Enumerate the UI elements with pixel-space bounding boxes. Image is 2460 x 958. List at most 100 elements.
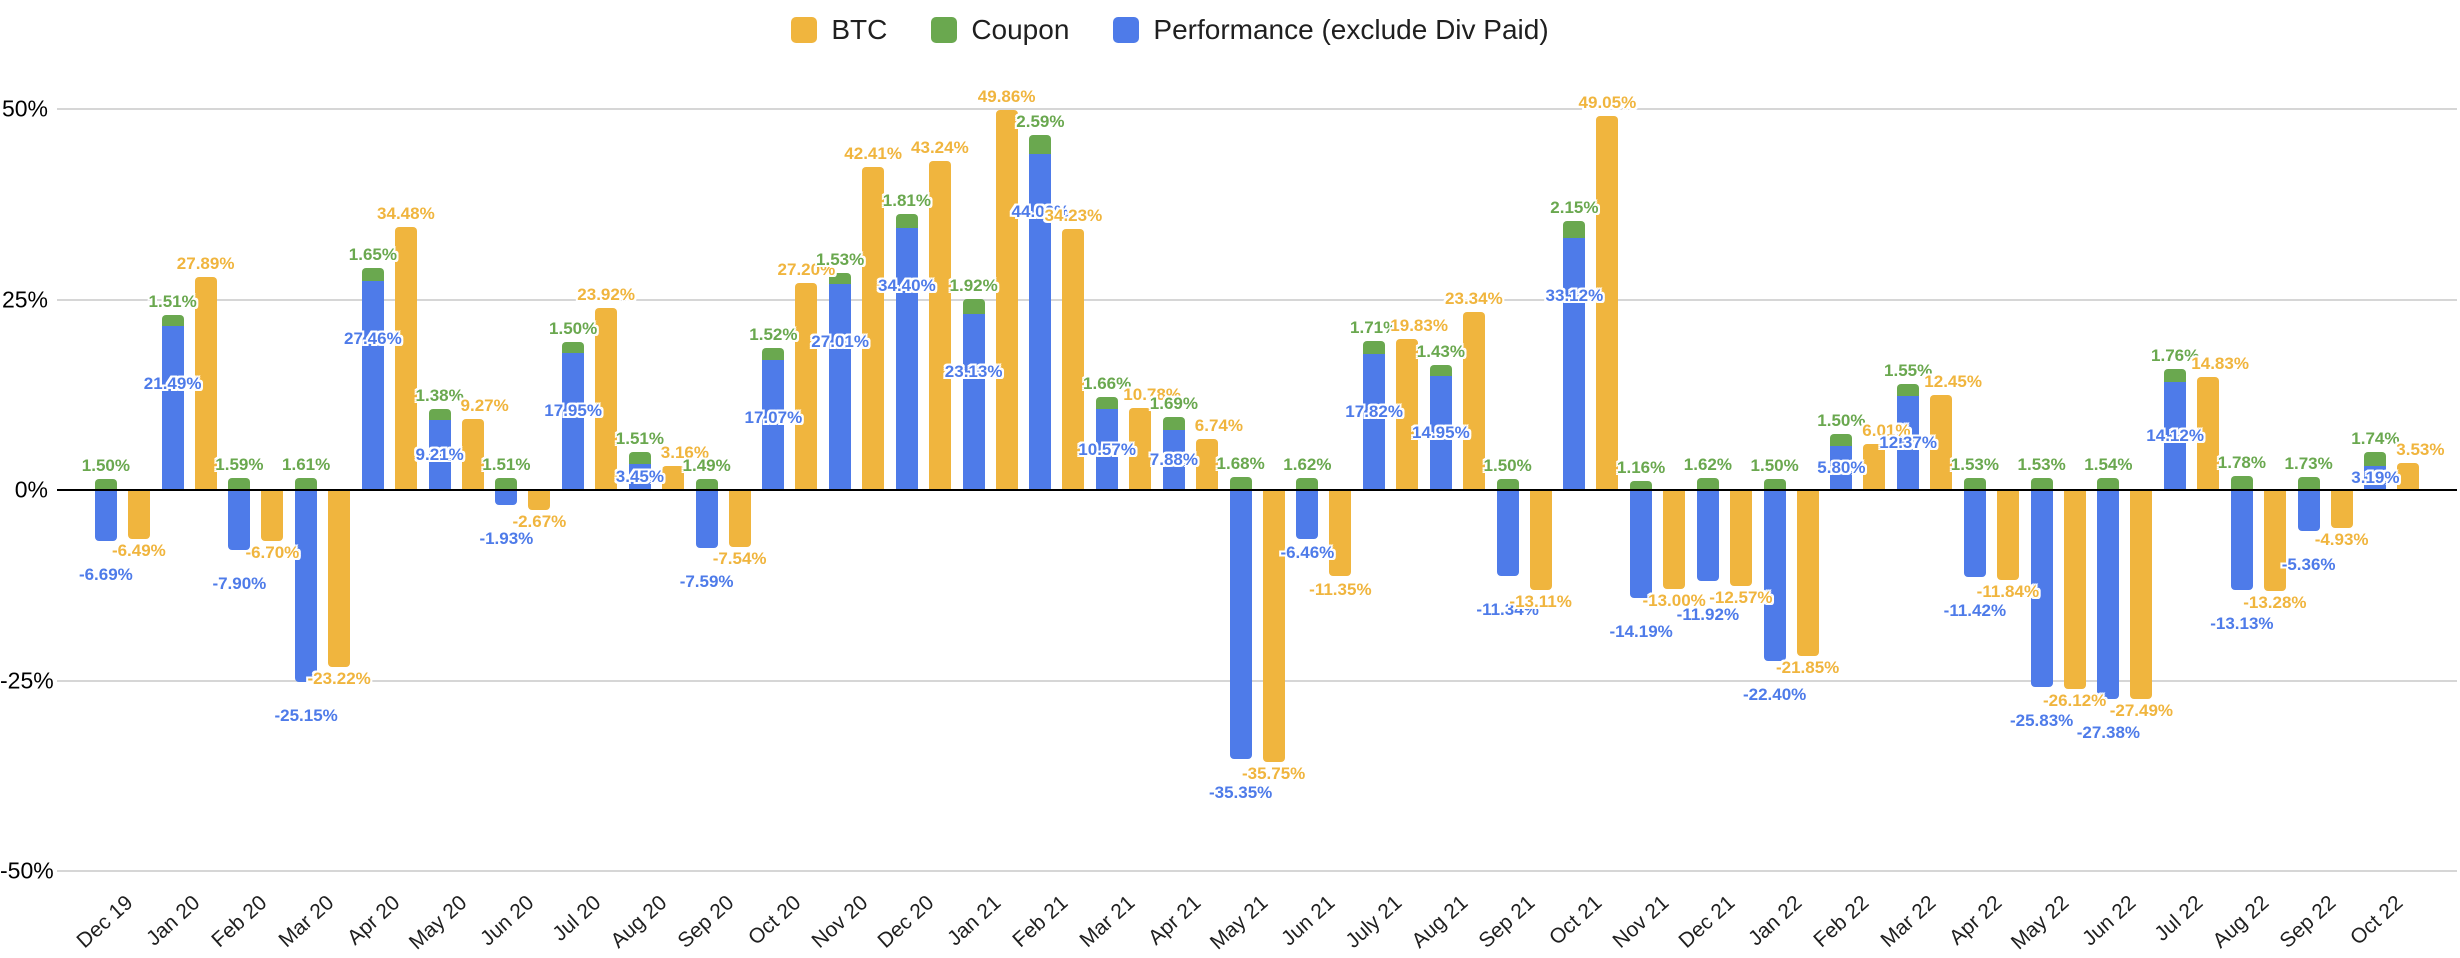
bar-performance-mar-20[interactable] — [295, 490, 318, 682]
bar-btc-dec-21[interactable] — [1729, 490, 1752, 586]
bar-coupon-feb-20[interactable] — [228, 477, 251, 490]
bar-performance-sep-21[interactable] — [1496, 490, 1519, 577]
bar-coupon-dec-20[interactable] — [895, 214, 918, 228]
bar-performance-dec-20[interactable] — [895, 227, 918, 490]
bar-coupon-mar-20[interactable] — [295, 477, 318, 490]
bar-performance-jul-22[interactable] — [2164, 382, 2187, 490]
bar-coupon-apr-21[interactable] — [1162, 417, 1185, 430]
bar-performance-nov-20[interactable] — [829, 284, 852, 490]
bar-coupon-aug-21[interactable] — [1429, 365, 1452, 377]
bar-btc-jan-21[interactable] — [995, 110, 1018, 490]
bar-performance-feb-22[interactable] — [1830, 445, 1853, 490]
bar-coupon-apr-20[interactable] — [361, 268, 384, 281]
bar-btc-sep-21[interactable] — [1529, 490, 1552, 590]
bar-coupon-sep-22[interactable] — [2297, 476, 2320, 490]
bar-performance-oct-21[interactable] — [1563, 237, 1586, 490]
legend-item-btc[interactable]: BTC — [791, 14, 887, 46]
bar-btc-oct-22[interactable] — [2397, 463, 2420, 490]
bar-performance-apr-22[interactable] — [1963, 490, 1986, 578]
bar-btc-aug-21[interactable] — [1462, 312, 1485, 490]
bar-performance-mar-21[interactable] — [1096, 409, 1119, 490]
legend-item-coupon[interactable]: Coupon — [931, 14, 1069, 46]
bar-btc-jun-22[interactable] — [2130, 490, 2153, 700]
bar-performance-oct-20[interactable] — [762, 359, 785, 490]
bar-performance-nov-21[interactable] — [1630, 490, 1653, 599]
bar-coupon-nov-21[interactable] — [1630, 481, 1653, 490]
bar-coupon-feb-21[interactable] — [1029, 134, 1052, 155]
bar-coupon-may-22[interactable] — [2030, 478, 2053, 490]
bar-performance-feb-21[interactable] — [1029, 154, 1052, 490]
bar-coupon-oct-21[interactable] — [1563, 221, 1586, 238]
bar-coupon-mar-22[interactable] — [1897, 383, 1920, 396]
bar-performance-aug-21[interactable] — [1429, 376, 1452, 490]
bar-coupon-may-21[interactable] — [1229, 477, 1252, 490]
bar-btc-jul-22[interactable] — [2197, 376, 2220, 490]
bar-btc-dec-19[interactable] — [127, 490, 150, 540]
bar-coupon-feb-22[interactable] — [1830, 434, 1853, 446]
bar-performance-jun-21[interactable] — [1296, 490, 1319, 540]
bar-btc-apr-22[interactable] — [1996, 490, 2019, 581]
bar-coupon-jun-21[interactable] — [1296, 477, 1319, 490]
bar-btc-mar-22[interactable] — [1930, 395, 1953, 490]
bar-btc-jul-20[interactable] — [595, 307, 618, 490]
bar-btc-jan-20[interactable] — [194, 277, 217, 490]
bar-btc-mar-21[interactable] — [1129, 407, 1152, 490]
bar-coupon-jun-22[interactable] — [2097, 478, 2120, 490]
bar-performance-apr-20[interactable] — [361, 280, 384, 490]
bar-btc-nov-20[interactable] — [862, 166, 885, 490]
bar-btc-may-22[interactable] — [2063, 490, 2086, 690]
bar-btc-july-21[interactable] — [1396, 338, 1419, 490]
bar-performance-jun-20[interactable] — [495, 490, 518, 505]
bar-performance-jan-21[interactable] — [962, 313, 985, 490]
bar-btc-may-21[interactable] — [1262, 490, 1285, 763]
bar-performance-may-20[interactable] — [428, 419, 451, 490]
bar-performance-oct-22[interactable] — [2364, 465, 2387, 490]
bar-coupon-jan-21[interactable] — [962, 299, 985, 314]
bar-btc-apr-20[interactable] — [394, 227, 417, 490]
bar-coupon-aug-22[interactable] — [2230, 476, 2253, 490]
bar-btc-apr-21[interactable] — [1195, 438, 1218, 490]
bar-coupon-apr-22[interactable] — [1963, 478, 1986, 490]
bar-performance-mar-22[interactable] — [1897, 395, 1920, 490]
bar-btc-feb-21[interactable] — [1062, 229, 1085, 490]
bar-performance-sep-22[interactable] — [2297, 490, 2320, 531]
legend-item-performance[interactable]: Performance (exclude Div Paid) — [1113, 14, 1549, 46]
bar-performance-may-22[interactable] — [2030, 490, 2053, 687]
bar-btc-may-20[interactable] — [461, 419, 484, 490]
bar-btc-sep-22[interactable] — [2330, 490, 2353, 528]
bar-btc-dec-20[interactable] — [928, 160, 951, 490]
bar-performance-july-21[interactable] — [1363, 354, 1386, 490]
bar-performance-jul-20[interactable] — [562, 353, 585, 490]
bar-coupon-jan-20[interactable] — [161, 314, 184, 327]
bar-performance-feb-20[interactable] — [228, 490, 251, 551]
bar-performance-may-21[interactable] — [1229, 490, 1252, 760]
bar-performance-jan-22[interactable] — [1763, 490, 1786, 661]
bar-btc-oct-21[interactable] — [1596, 116, 1619, 490]
bar-coupon-jan-22[interactable] — [1763, 478, 1786, 490]
bar-btc-aug-22[interactable] — [2263, 490, 2286, 592]
bar-coupon-nov-20[interactable] — [829, 272, 852, 285]
bar-performance-jan-20[interactable] — [161, 326, 184, 490]
bar-coupon-sep-20[interactable] — [695, 478, 718, 490]
bar-coupon-mar-21[interactable] — [1096, 396, 1119, 410]
bar-btc-feb-22[interactable] — [1863, 444, 1886, 490]
bar-coupon-aug-20[interactable] — [628, 452, 651, 464]
bar-coupon-dec-19[interactable] — [94, 478, 117, 490]
bar-coupon-may-20[interactable] — [428, 409, 451, 420]
bar-performance-dec-21[interactable] — [1696, 490, 1719, 581]
bar-btc-mar-20[interactable] — [328, 490, 351, 667]
bar-coupon-july-21[interactable] — [1363, 341, 1386, 355]
bar-performance-dec-19[interactable] — [94, 490, 117, 541]
bar-btc-feb-20[interactable] — [261, 490, 284, 542]
bar-performance-apr-21[interactable] — [1162, 429, 1185, 490]
bar-performance-sep-20[interactable] — [695, 490, 718, 548]
bar-coupon-jul-20[interactable] — [562, 341, 585, 354]
bar-btc-jun-21[interactable] — [1329, 490, 1352, 577]
bar-btc-nov-21[interactable] — [1663, 490, 1686, 590]
bar-coupon-oct-22[interactable] — [2364, 452, 2387, 466]
bar-coupon-oct-20[interactable] — [762, 348, 785, 360]
bar-btc-sep-20[interactable] — [728, 490, 751, 548]
bar-btc-oct-20[interactable] — [795, 282, 818, 490]
bar-btc-jan-22[interactable] — [1796, 490, 1819, 657]
bar-performance-aug-22[interactable] — [2230, 490, 2253, 591]
